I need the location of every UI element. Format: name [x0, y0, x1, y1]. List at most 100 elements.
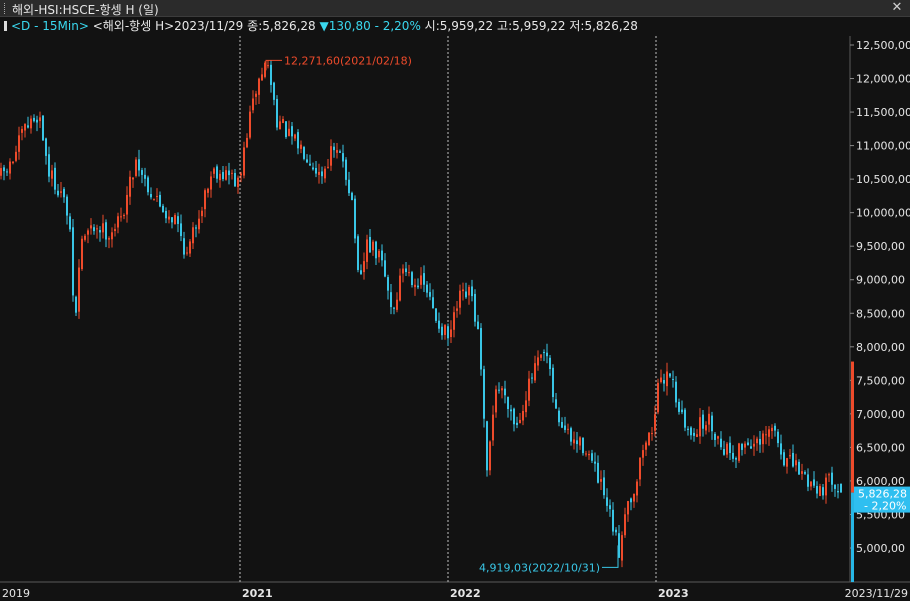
candle-body	[549, 357, 551, 370]
candle	[486, 420, 488, 477]
candle	[534, 355, 536, 383]
candle-body	[651, 433, 653, 435]
candle	[159, 191, 161, 208]
candle	[702, 410, 704, 437]
candle-body	[384, 260, 386, 277]
candle-body	[771, 427, 773, 432]
candle	[543, 349, 545, 362]
candle-body	[402, 268, 404, 274]
candle	[42, 115, 44, 142]
candle-body	[477, 321, 479, 330]
candle-body	[828, 474, 830, 476]
candle	[174, 213, 176, 225]
candle-body	[96, 228, 98, 230]
candle-body	[561, 421, 563, 428]
candle-body	[69, 216, 71, 230]
candle-body	[726, 443, 728, 455]
candle-body	[567, 428, 569, 430]
close-icon[interactable]: ✕	[891, 0, 903, 15]
candle-body	[708, 413, 710, 425]
last-price-value: 5,826,28	[858, 488, 907, 501]
candle-body	[543, 352, 545, 354]
candle	[612, 502, 614, 536]
low-price: 저:5,826,28	[569, 19, 638, 33]
candle-body	[750, 446, 752, 449]
candle	[450, 320, 452, 343]
candle	[342, 144, 344, 168]
candle-body	[801, 471, 803, 474]
candle	[270, 60, 272, 93]
candle-body	[450, 329, 452, 338]
candle	[198, 210, 200, 234]
y-tick-label: 9,500,00	[856, 240, 905, 253]
candle	[111, 227, 113, 248]
candle	[87, 228, 89, 244]
candle	[120, 207, 122, 222]
candle	[636, 479, 638, 503]
candle-body	[414, 284, 416, 288]
candle	[585, 450, 587, 457]
candle	[717, 435, 719, 445]
candle-body	[312, 167, 314, 170]
candle-body	[516, 422, 518, 425]
candle	[102, 214, 104, 239]
candle	[819, 483, 821, 497]
candle-body	[156, 196, 158, 198]
candle	[657, 378, 659, 415]
candle-body	[33, 117, 35, 122]
candle	[81, 235, 83, 271]
candle	[498, 382, 500, 394]
candle-body	[54, 167, 56, 190]
open-price: 시:5,959,22	[424, 19, 494, 33]
candle	[537, 350, 539, 371]
candle-body	[471, 286, 473, 297]
candle	[288, 120, 290, 137]
candle-body	[129, 176, 131, 197]
candle	[765, 425, 767, 445]
candle-body	[765, 434, 767, 436]
candle	[213, 167, 215, 179]
candle-body	[399, 275, 401, 301]
candle	[723, 440, 725, 456]
candle	[705, 421, 707, 435]
info-marker-icon	[4, 21, 7, 31]
candle	[138, 149, 140, 177]
candle	[339, 149, 341, 153]
candle	[459, 284, 461, 315]
candle-body	[816, 486, 818, 494]
candle-body	[165, 210, 167, 219]
candle	[321, 166, 323, 184]
candle-body	[39, 117, 41, 122]
candle	[228, 162, 230, 185]
candle	[366, 234, 368, 270]
candle-body	[63, 188, 65, 198]
candle	[168, 210, 170, 224]
candle	[510, 404, 512, 421]
candle-body	[513, 408, 515, 425]
candle	[756, 436, 758, 451]
candle	[816, 481, 818, 499]
candle	[378, 248, 380, 263]
candle	[177, 212, 179, 233]
candle	[6, 168, 8, 176]
candle	[396, 292, 398, 313]
candle-body	[534, 363, 536, 381]
period-label[interactable]: <D - 15Min>	[11, 19, 89, 33]
candle	[660, 369, 662, 384]
candle	[264, 61, 266, 79]
candle-body	[207, 188, 209, 193]
y-tick-label: 7,000,00	[856, 408, 905, 421]
candle-body	[147, 177, 149, 193]
candle-body	[696, 434, 698, 438]
candle	[669, 372, 671, 379]
candle	[441, 323, 443, 340]
candle	[72, 218, 74, 302]
candle	[747, 438, 749, 446]
candle	[66, 194, 68, 225]
candle-body	[264, 62, 266, 77]
candle-body	[555, 399, 557, 409]
candle	[453, 306, 455, 338]
candle-body	[426, 284, 428, 293]
candle-body	[723, 449, 725, 455]
